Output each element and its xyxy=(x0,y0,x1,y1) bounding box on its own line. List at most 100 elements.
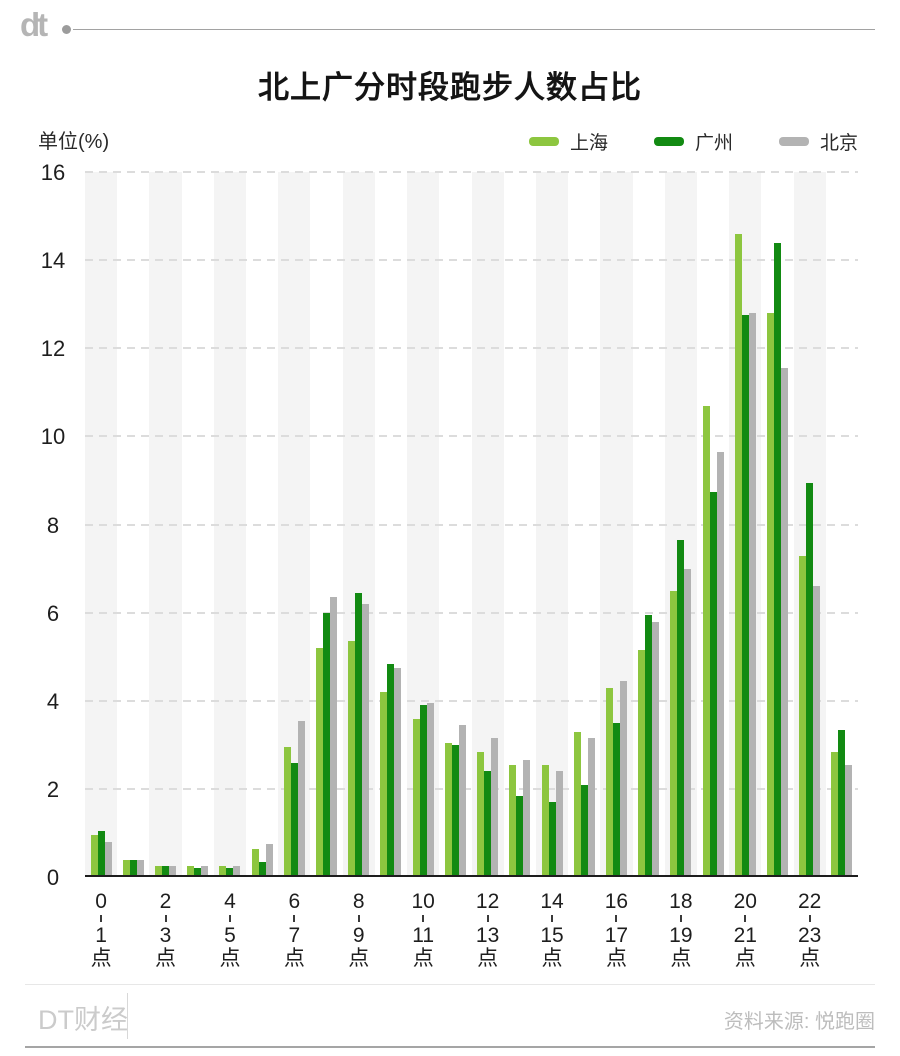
bar-group-hour-7 xyxy=(316,597,338,875)
logo-dot-icon xyxy=(62,25,71,34)
x-label-dash xyxy=(422,915,425,922)
bar-group-hour-13 xyxy=(509,760,531,875)
gridline-14 xyxy=(85,259,858,262)
x-label-dash xyxy=(100,915,103,922)
bar-group-hour-11 xyxy=(444,725,466,875)
y-tick-label-12: 12 xyxy=(40,336,66,362)
bar-北京-hour-11 xyxy=(458,725,466,875)
bar-group-hour-1 xyxy=(122,859,144,875)
bar-广州-hour-17 xyxy=(645,615,653,875)
bar-group-hour-23 xyxy=(831,729,853,875)
y-tick-label-16: 16 xyxy=(40,160,66,185)
bar-group-hour-22 xyxy=(799,482,821,875)
legend-label-guangzhou: 广州 xyxy=(694,133,733,154)
bar-广州-hour-13 xyxy=(516,795,524,875)
bar-上海-hour-10 xyxy=(412,718,420,875)
legend-swatch-guangzhou xyxy=(653,137,684,146)
x-label-dash xyxy=(615,915,618,922)
y-tick-label-4: 4 xyxy=(46,688,60,714)
bar-广州-hour-22 xyxy=(806,482,814,875)
bar-广州-hour-21 xyxy=(773,242,781,875)
bar-group-hour-18 xyxy=(670,540,692,875)
bar-上海-hour-8 xyxy=(348,641,356,875)
x-label-dash xyxy=(228,915,231,922)
bar-北京-hour-1 xyxy=(136,859,144,875)
header-rule xyxy=(73,29,875,30)
bar-group-hour-9 xyxy=(380,663,402,875)
bar-group-hour-12 xyxy=(477,738,499,875)
x-tick-label-14-15点: 14 15 点 xyxy=(540,890,564,970)
legend-swatch-shanghai xyxy=(528,137,559,146)
footer-brand: DT财经 xyxy=(38,1005,128,1035)
x-tick-label-12-13点: 12 13 点 xyxy=(475,890,500,970)
bar-北京-hour-23 xyxy=(845,764,853,875)
bar-广州-hour-11 xyxy=(451,745,459,875)
bar-广州-hour-1 xyxy=(129,859,137,875)
bar-group-hour-2 xyxy=(155,866,177,875)
legend-swatch-beijing xyxy=(778,137,809,146)
bar-group-hour-4 xyxy=(219,866,241,875)
x-tick-label-20-21点: 20 21 点 xyxy=(733,890,757,970)
bar-上海-hour-7 xyxy=(316,648,324,875)
bar-上海-hour-4 xyxy=(219,866,227,875)
bar-广州-hour-14 xyxy=(548,802,556,875)
bar-广州-hour-20 xyxy=(741,315,749,875)
bar-广州-hour-15 xyxy=(580,784,588,875)
bar-上海-hour-1 xyxy=(122,859,130,875)
bar-上海-hour-3 xyxy=(187,866,195,875)
bar-北京-hour-12 xyxy=(491,738,499,875)
bar-北京-hour-21 xyxy=(780,368,788,875)
bar-广州-hour-4 xyxy=(226,868,234,875)
bar-group-hour-5 xyxy=(251,844,273,875)
legend-label-beijing: 北京 xyxy=(819,133,858,154)
bar-广州-hour-8 xyxy=(355,593,363,875)
x-label-dash xyxy=(293,915,296,922)
bar-北京-hour-5 xyxy=(265,844,273,875)
y-tick-label-10: 10 xyxy=(40,424,66,450)
x-tick-label-10-11点: 10 11 点 xyxy=(411,890,435,970)
bar-上海-hour-18 xyxy=(670,590,678,875)
bar-广州-hour-2 xyxy=(162,866,170,875)
bar-北京-hour-7 xyxy=(330,597,338,875)
bar-上海-hour-19 xyxy=(702,405,710,875)
dt-logo: dt xyxy=(20,6,48,43)
bar-北京-hour-10 xyxy=(426,703,434,875)
bar-上海-hour-9 xyxy=(380,692,388,875)
bar-group-hour-0 xyxy=(90,830,112,875)
bar-上海-hour-0 xyxy=(90,835,98,875)
legend-item-guangzhou: 广州 xyxy=(653,128,733,155)
bar-北京-hour-15 xyxy=(587,738,595,875)
legend-item-shanghai: 上海 xyxy=(528,128,608,155)
bar-北京-hour-3 xyxy=(201,866,209,875)
bar-上海-hour-11 xyxy=(444,742,452,875)
y-axis-unit-label: 单位(%) xyxy=(38,131,110,153)
bar-group-hour-10 xyxy=(412,703,434,875)
bar-上海-hour-20 xyxy=(734,233,742,875)
bar-上海-hour-6 xyxy=(283,747,291,875)
bar-group-hour-17 xyxy=(638,615,660,875)
bar-北京-hour-4 xyxy=(233,866,241,875)
footer-source: 资料来源: 悦跑圈 xyxy=(723,1011,875,1033)
chart-title: 北上广分时段跑步人数占比 xyxy=(258,70,642,105)
x-label-dash xyxy=(679,915,682,922)
gridline-8 xyxy=(85,523,858,526)
bar-北京-hour-6 xyxy=(297,720,305,875)
bar-上海-hour-2 xyxy=(155,866,163,875)
bar-广州-hour-9 xyxy=(387,663,395,875)
bar-北京-hour-20 xyxy=(748,313,756,875)
y-tick-label-8: 8 xyxy=(46,512,60,538)
bar-上海-hour-14 xyxy=(541,764,549,875)
legend: 上海 广州 北京 xyxy=(528,128,858,155)
gridline-2 xyxy=(85,787,858,790)
legend-item-beijing: 北京 xyxy=(778,128,858,155)
bar-北京-hour-8 xyxy=(362,604,370,875)
bar-广州-hour-5 xyxy=(258,861,266,875)
bar-广州-hour-19 xyxy=(709,491,717,875)
bar-group-hour-21 xyxy=(766,242,788,875)
x-label-dash xyxy=(551,915,554,922)
bar-上海-hour-13 xyxy=(509,764,517,875)
